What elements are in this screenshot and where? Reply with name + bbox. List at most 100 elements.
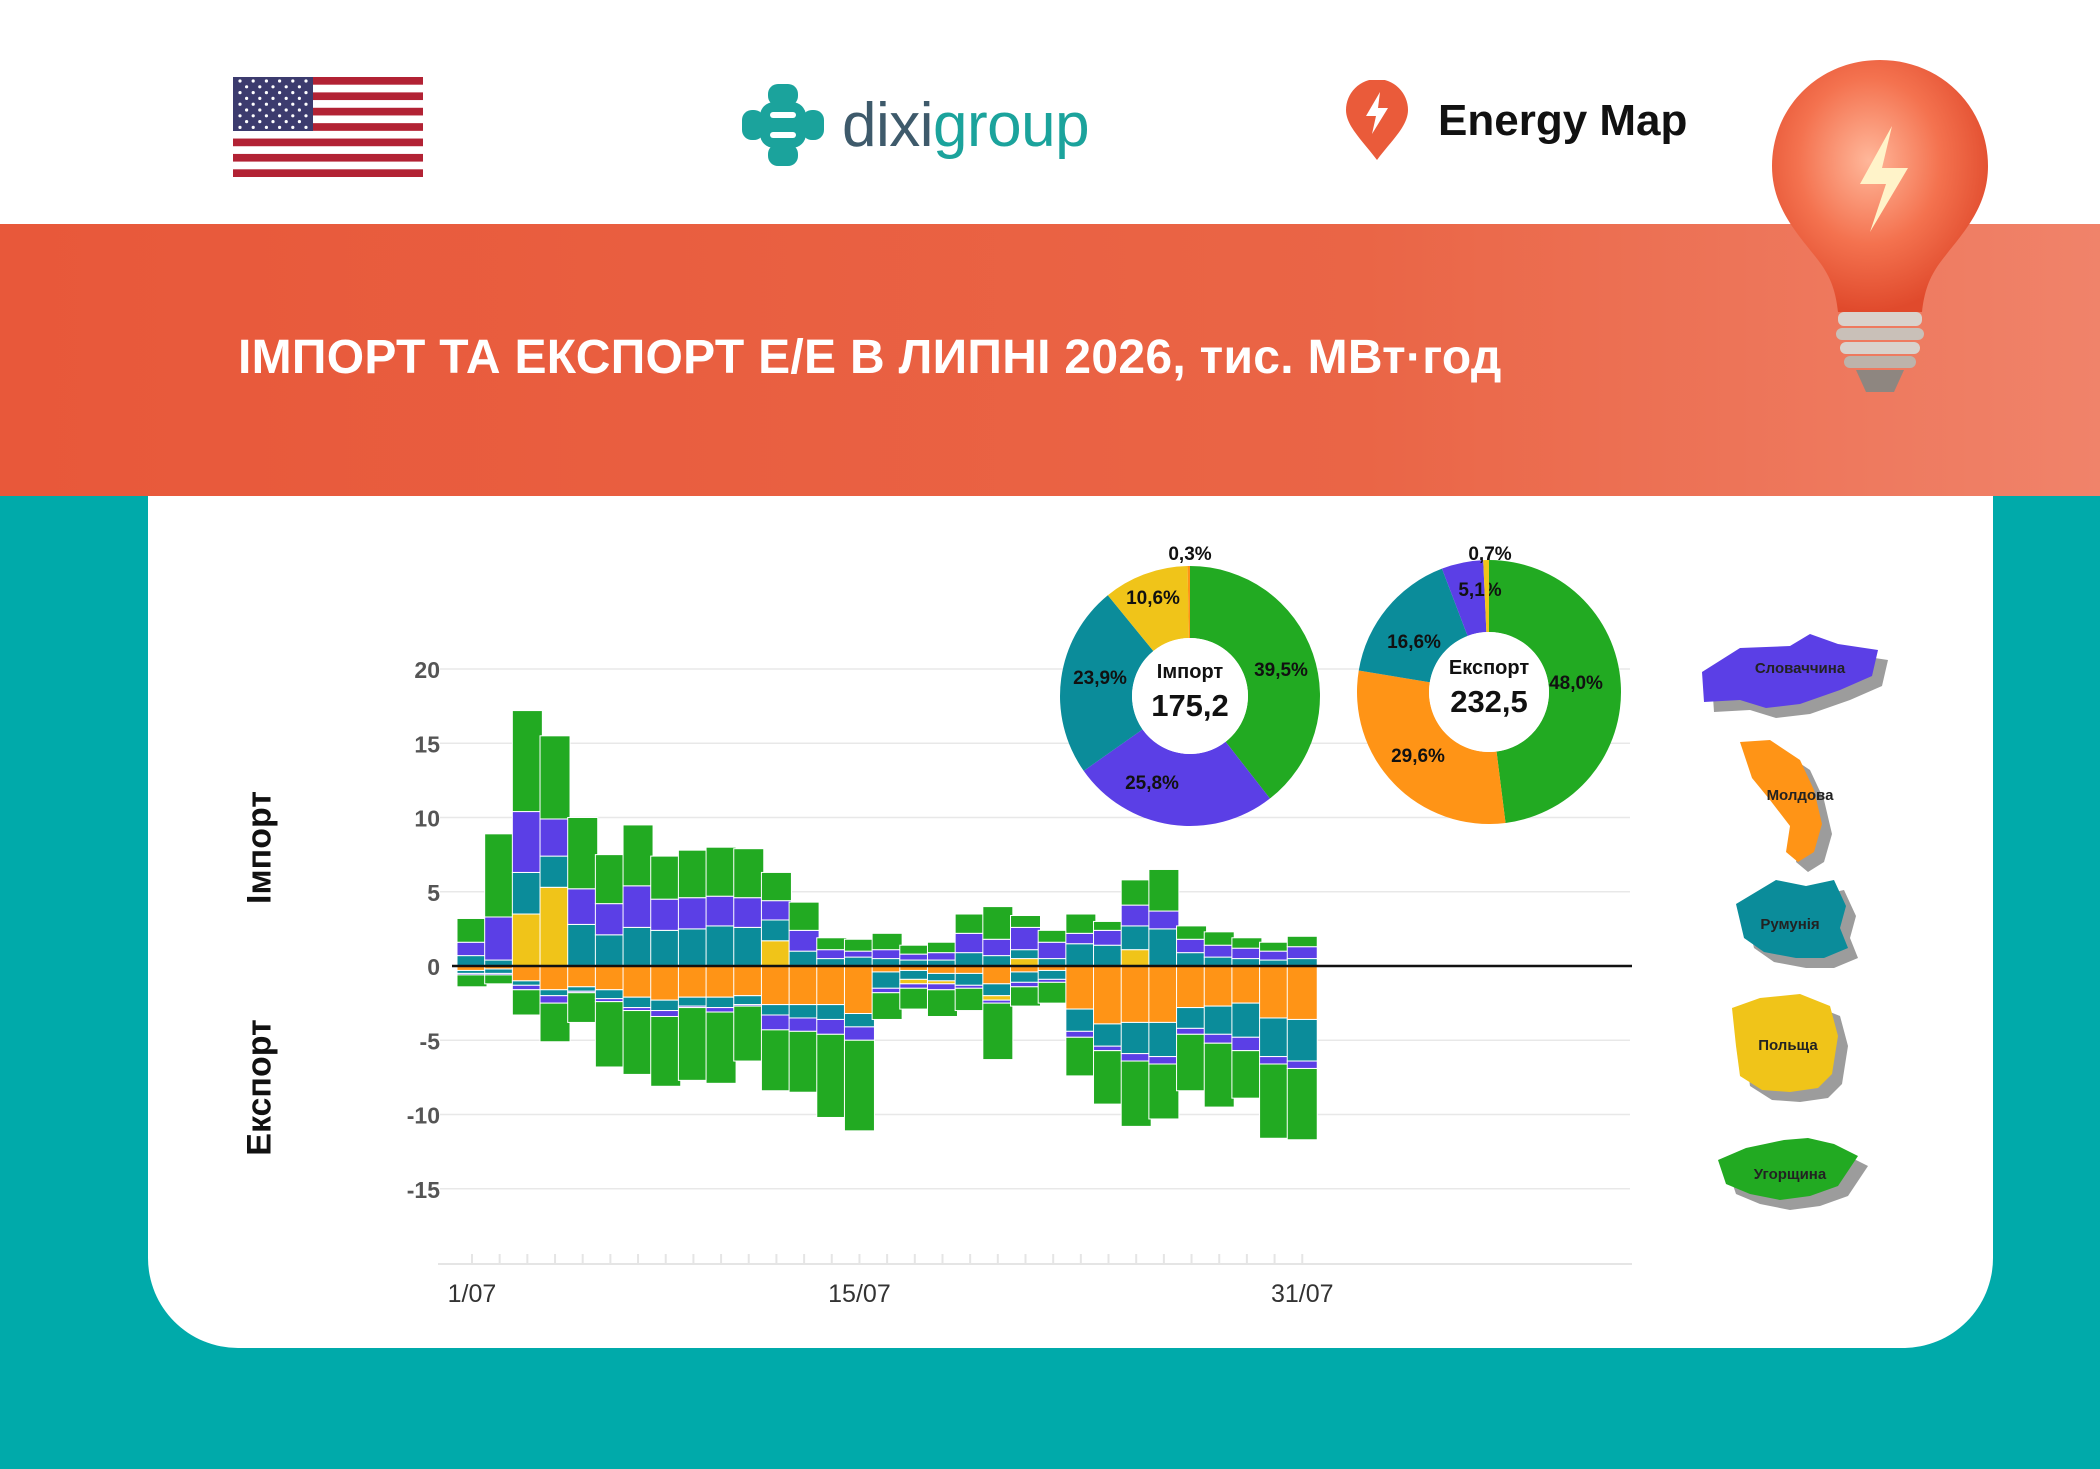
bar-import-segment: [1203, 956, 1235, 967]
bar-export-segment: [982, 983, 1014, 997]
bar-export-segment: [1231, 1050, 1263, 1099]
donut-slice-label: 16,6%: [1387, 632, 1441, 653]
bar-export-segment: [788, 1017, 820, 1032]
page-title: ІМПОРТ ТА ЕКСПОРТ Е/Е В ЛИПНІ 2026, тис.…: [238, 331, 1502, 384]
bar-export-segment: [1037, 981, 1069, 1004]
bar-export-segment: [733, 965, 765, 997]
bar-export-segment: [511, 965, 543, 982]
bar-export-segment: [871, 971, 903, 989]
bar-import-segment: [1148, 868, 1180, 912]
bar-import-segment: [622, 824, 654, 887]
donut-slice-label: 48,0%: [1549, 673, 1603, 694]
bar-import-segment: [511, 871, 543, 915]
bar-import-segment: [511, 913, 543, 967]
light-bulb-icon: [1772, 60, 1988, 392]
bar-import-segment: [539, 886, 571, 967]
bar-export-segment: [899, 969, 931, 980]
donut-slice: [1187, 566, 1190, 639]
energy-map-label: Energy Map: [1438, 96, 1688, 145]
bar-export-segment: [760, 1029, 792, 1092]
bar-export-segment: [1065, 1036, 1097, 1077]
bar-import-segment: [733, 926, 765, 967]
bar-export-segment: [1065, 965, 1097, 1010]
title-banner: [0, 224, 2100, 496]
bar-import-segment: [760, 900, 792, 921]
bar-export-segment: [1010, 986, 1041, 1007]
bar-import-segment: [484, 833, 516, 918]
bar-export-segment: [705, 965, 737, 998]
dixigroup-mark-icon: [742, 84, 824, 166]
y-tick-label: 15: [414, 731, 440, 757]
bar-export-segment: [760, 1014, 792, 1031]
bar-export-segment: [1259, 965, 1291, 1019]
bar-import-segment: [1093, 929, 1125, 946]
bar-import-segment: [1148, 910, 1180, 930]
bar-export-segment: [1286, 1018, 1318, 1062]
bar-import-segment: [1093, 944, 1125, 967]
bar-import-segment: [982, 955, 1014, 967]
bar-import-segment: [1259, 941, 1291, 952]
bar-export-segment: [816, 1004, 848, 1020]
bar-export-segment: [1148, 1056, 1180, 1065]
bar-import-segment: [871, 932, 903, 951]
bar-import-segment: [843, 950, 875, 958]
donut-title: Імпорт: [1157, 661, 1224, 683]
x-tick-label: 15/07: [828, 1280, 891, 1308]
legend-map-shape: [1732, 994, 1838, 1092]
bar-import-segment: [982, 938, 1014, 957]
bar-export-segment: [705, 1007, 737, 1013]
bar-import-segment: [567, 817, 599, 890]
donut-chart-2: 48,0% 29,6% 16,6% 5,1% 0,7% Експорт 232,5: [1356, 544, 1622, 824]
bar-import-segment: [788, 929, 820, 952]
bar-export-segment: [788, 1004, 820, 1019]
donut-center-value: 175,2: [1151, 688, 1229, 723]
bar-import-segment: [1010, 915, 1041, 928]
bar-export-segment: [1148, 1021, 1180, 1058]
donut-slice: [1107, 566, 1189, 652]
legend-map-shape: [1718, 1138, 1858, 1200]
bar-export-segment: [982, 965, 1014, 985]
bar-export-segment: [1120, 1060, 1152, 1127]
bar-import-segment: [1176, 925, 1208, 940]
bar-export-segment: [511, 989, 543, 1016]
bar-export-segment: [899, 987, 931, 1010]
bar-import-segment: [539, 735, 571, 820]
bar-export-segment: [1231, 1036, 1263, 1052]
x-tick-label: 31/07: [1271, 1280, 1334, 1308]
bar-export-segment: [567, 965, 599, 988]
bar-import-segment: [899, 944, 931, 955]
bar-export-segment: [622, 996, 654, 1009]
bar-export-segment: [511, 984, 543, 991]
bar-import-segment: [456, 955, 488, 967]
donut-slice-label: 39,5%: [1254, 660, 1308, 681]
bar-import-segment: [899, 953, 931, 961]
bar-export-segment: [594, 965, 626, 991]
bar-export-segment: [539, 989, 571, 997]
bar-export-segment: [760, 1004, 792, 1016]
bar-import-segment: [760, 919, 792, 942]
bar-export-segment: [1203, 1042, 1235, 1108]
bar-import-segment: [788, 950, 820, 967]
bar-export-segment: [871, 992, 903, 1020]
bar-export-segment: [594, 989, 626, 1000]
bar-export-segment: [567, 986, 599, 992]
legend-map-shape: [1702, 634, 1878, 708]
donut-slice-label: 29,6%: [1391, 746, 1445, 767]
bar-import-segment: [760, 871, 792, 902]
bar-import-segment: [677, 897, 709, 930]
bar-import-segment: [954, 913, 986, 934]
legend-map-shape: [1736, 880, 1848, 958]
bar-import-segment: [1176, 952, 1208, 967]
bar-import-segment: [1065, 932, 1097, 945]
bar-export-segment: [1065, 1030, 1097, 1038]
donut-slice: [1483, 560, 1489, 633]
bar-import-segment: [843, 938, 875, 952]
map-pin-bolt-icon: [1346, 80, 1408, 160]
donut-slice-label: 10,6%: [1126, 588, 1180, 609]
bar-export-segment: [899, 983, 931, 989]
bar-import-segment: [1093, 920, 1125, 931]
bar-import-segment: [843, 956, 875, 967]
bar-import-segment: [705, 925, 737, 967]
bar-import-segment: [1231, 937, 1263, 949]
bar-export-segment: [1259, 1063, 1291, 1139]
